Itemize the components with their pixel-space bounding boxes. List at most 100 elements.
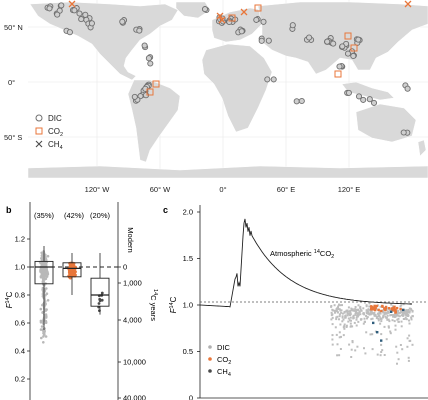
panel-c-dic-point bbox=[399, 305, 402, 308]
panel-b-co2-point bbox=[71, 271, 75, 275]
panel-c-co2-point bbox=[395, 306, 399, 310]
panel-c-dic-point bbox=[331, 308, 334, 311]
map-dic-site bbox=[350, 52, 357, 60]
panel-c-dic-point bbox=[402, 311, 405, 314]
panel-c-dic-point bbox=[410, 308, 413, 311]
lat-label-0: 0° bbox=[8, 78, 15, 87]
panel-c-dic-point bbox=[344, 316, 347, 319]
panel-b-left-ticks: 1.2 1.0 0.8 0.6 0.4 0.2 bbox=[15, 235, 30, 384]
panel-c-co2-point bbox=[393, 307, 396, 310]
panel-b-ylabel: F14C bbox=[5, 291, 14, 308]
panel-c-dic-point bbox=[402, 303, 405, 306]
map-dic-site bbox=[366, 96, 373, 103]
map-dic-site bbox=[54, 11, 61, 18]
panel-c-dic-point bbox=[331, 316, 334, 319]
panel-c-dic-point bbox=[408, 311, 411, 314]
panel-c-dic-point bbox=[382, 314, 385, 317]
map-ch4-site bbox=[240, 8, 248, 16]
panel-c-dic-point bbox=[351, 325, 354, 328]
panel-c-dic-point bbox=[397, 311, 399, 314]
panel-c-dic-point bbox=[331, 338, 334, 341]
panel-b-dic-point bbox=[43, 329, 46, 333]
panel-c-dic-point bbox=[357, 304, 360, 307]
panel-c-ytick-label: 1.0 bbox=[183, 301, 193, 310]
lon-label-60e: 60° E bbox=[277, 185, 295, 194]
lon-label-60w: 60° W bbox=[150, 185, 171, 194]
panel-c-dic-point bbox=[369, 310, 372, 313]
map-dic-site bbox=[201, 6, 209, 13]
panel-c-co2-point bbox=[383, 307, 386, 311]
panel-c-dic-point bbox=[350, 356, 353, 358]
panel-c-co2-point bbox=[384, 305, 388, 309]
panel-b-dic-point bbox=[42, 264, 45, 267]
panel-c-dic-point bbox=[380, 317, 383, 320]
map-dic-site bbox=[119, 18, 126, 25]
map-dic-site bbox=[131, 93, 138, 100]
c-legend-co2: CO2 bbox=[217, 355, 231, 366]
pct-co2: (42%) bbox=[64, 211, 85, 220]
panel-c-dic-point bbox=[365, 315, 368, 317]
panel-c-dic-point bbox=[383, 311, 386, 314]
panel-c-dic-point bbox=[351, 309, 353, 311]
panel-c-dic-point bbox=[408, 307, 411, 310]
panel-c-dic-point bbox=[382, 316, 384, 319]
panel-b-modern-title: Modern bbox=[126, 227, 135, 252]
panel-c-dic-point bbox=[395, 312, 398, 315]
panel-c-dic-point bbox=[385, 316, 388, 319]
panel-b-dic-point bbox=[42, 276, 46, 279]
panel-c-dic-point bbox=[368, 305, 371, 308]
panel-c-label: c bbox=[163, 205, 168, 215]
legend-ch4-marker bbox=[35, 140, 43, 148]
panel-c-ch4-point bbox=[402, 308, 405, 312]
panel-b-dic-point bbox=[44, 294, 47, 297]
panel-b-dic-point bbox=[44, 316, 48, 319]
panel-c-dic-point bbox=[402, 318, 405, 320]
panel-c-dic-point bbox=[370, 318, 373, 321]
panel-c-dic-point bbox=[388, 309, 391, 312]
panel-c-dic-point bbox=[334, 311, 336, 314]
panel-c-dic-point bbox=[336, 315, 339, 318]
panel-c-dic-point bbox=[353, 321, 356, 324]
panel-c-co2-point bbox=[393, 305, 396, 308]
panel-c-co2-point bbox=[377, 308, 380, 312]
panel-c-dic-point bbox=[394, 313, 397, 316]
panel-c-dic-point bbox=[368, 302, 371, 305]
panel-c-dic-point bbox=[405, 310, 408, 313]
panel-c-dic-point bbox=[366, 310, 369, 313]
panel-b-ytick-label: 0.2 bbox=[15, 375, 25, 384]
panel-b-label: b bbox=[6, 205, 12, 215]
map-dic-site bbox=[136, 27, 143, 34]
panel-c-dic-point bbox=[359, 305, 362, 308]
panel-b-dic-point bbox=[41, 294, 45, 298]
panel-c-dic-point bbox=[356, 314, 359, 317]
panel-c-co2-point bbox=[388, 307, 391, 310]
lon-label-0: 0° bbox=[219, 185, 226, 194]
panel-c-dic-point bbox=[356, 345, 359, 348]
panel-c-dic-point bbox=[408, 334, 411, 337]
panel-c-dic-point bbox=[394, 328, 397, 331]
panel-c-dic-point bbox=[385, 311, 388, 314]
panel-c-dic-point bbox=[330, 305, 333, 308]
panel-c-dic-point bbox=[392, 315, 395, 318]
map-co2-site bbox=[254, 4, 262, 12]
panel-c-dic-point bbox=[365, 331, 368, 334]
map-dic-site bbox=[298, 97, 305, 105]
map-dic-site bbox=[66, 29, 73, 36]
panel-c-dic-point bbox=[342, 318, 345, 321]
map-dic-site bbox=[370, 99, 378, 106]
panel-c-dic-point bbox=[331, 323, 334, 326]
panel-c-dic-point bbox=[401, 313, 404, 316]
panel-c-dic-point bbox=[366, 316, 369, 319]
map-dic-site bbox=[360, 96, 367, 103]
panel-b-rtick-label: 10,000 bbox=[123, 358, 146, 367]
panel-c-dic-point bbox=[379, 305, 382, 308]
panel-c-ytick-label: 0 bbox=[189, 394, 193, 400]
panel-b-ch4-point bbox=[98, 299, 102, 303]
panel-c-dic-point bbox=[371, 348, 374, 351]
panel-c-co2-point bbox=[380, 309, 383, 313]
map-dic-site bbox=[289, 22, 296, 29]
map-ch4-sites bbox=[68, 0, 412, 24]
panel-b-dic-point bbox=[44, 277, 48, 281]
panel-b-ytick-label: 0.4 bbox=[15, 347, 25, 356]
